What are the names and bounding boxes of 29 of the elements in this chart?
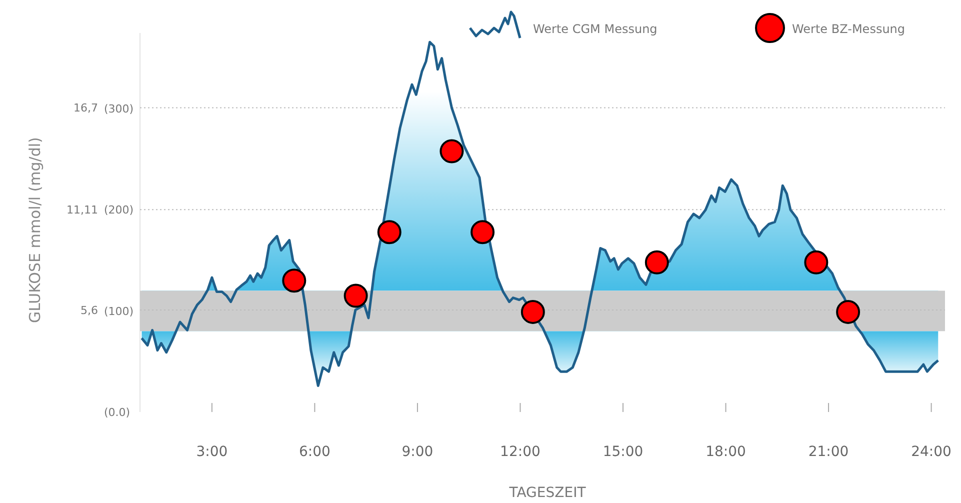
x-tick-label: 24:00 xyxy=(911,444,952,460)
y-tick-label: 5,6 xyxy=(80,304,98,317)
point xyxy=(377,220,402,244)
x-tick-label: 9:00 xyxy=(402,444,434,460)
point xyxy=(520,300,545,324)
x-tick-label: 12:00 xyxy=(500,444,540,460)
y2-tick-label: (0.0) xyxy=(104,406,130,419)
x-tick-label: 15:00 xyxy=(602,444,644,460)
legend-label: Werte BZ-Messung xyxy=(792,22,906,36)
point xyxy=(644,250,669,274)
y2-tick-label: (300) xyxy=(104,102,134,116)
point xyxy=(344,284,368,308)
y-tick-label: 11,11 xyxy=(66,203,98,216)
point xyxy=(836,300,860,324)
y-tick-label: 16,7 xyxy=(74,102,98,115)
x-tick-label: 3:00 xyxy=(196,444,228,460)
x-tick-label: 6:00 xyxy=(298,444,330,460)
point xyxy=(282,268,306,293)
point xyxy=(470,220,495,244)
y-axis-title: GLUKOSE mmol/l (mg/dl) xyxy=(26,137,44,324)
y2-tick-label: (100) xyxy=(104,304,134,318)
point xyxy=(440,139,464,164)
point xyxy=(804,250,828,274)
legend-label: Werte CGM Messung xyxy=(533,22,658,36)
y2-tick-label: (200) xyxy=(104,204,134,217)
x-axis-title: TAGESZEIT xyxy=(508,485,586,501)
x-tick-label: 21:00 xyxy=(808,444,849,460)
line-series xyxy=(140,40,940,387)
x-tick-label: 18:00 xyxy=(706,444,746,460)
